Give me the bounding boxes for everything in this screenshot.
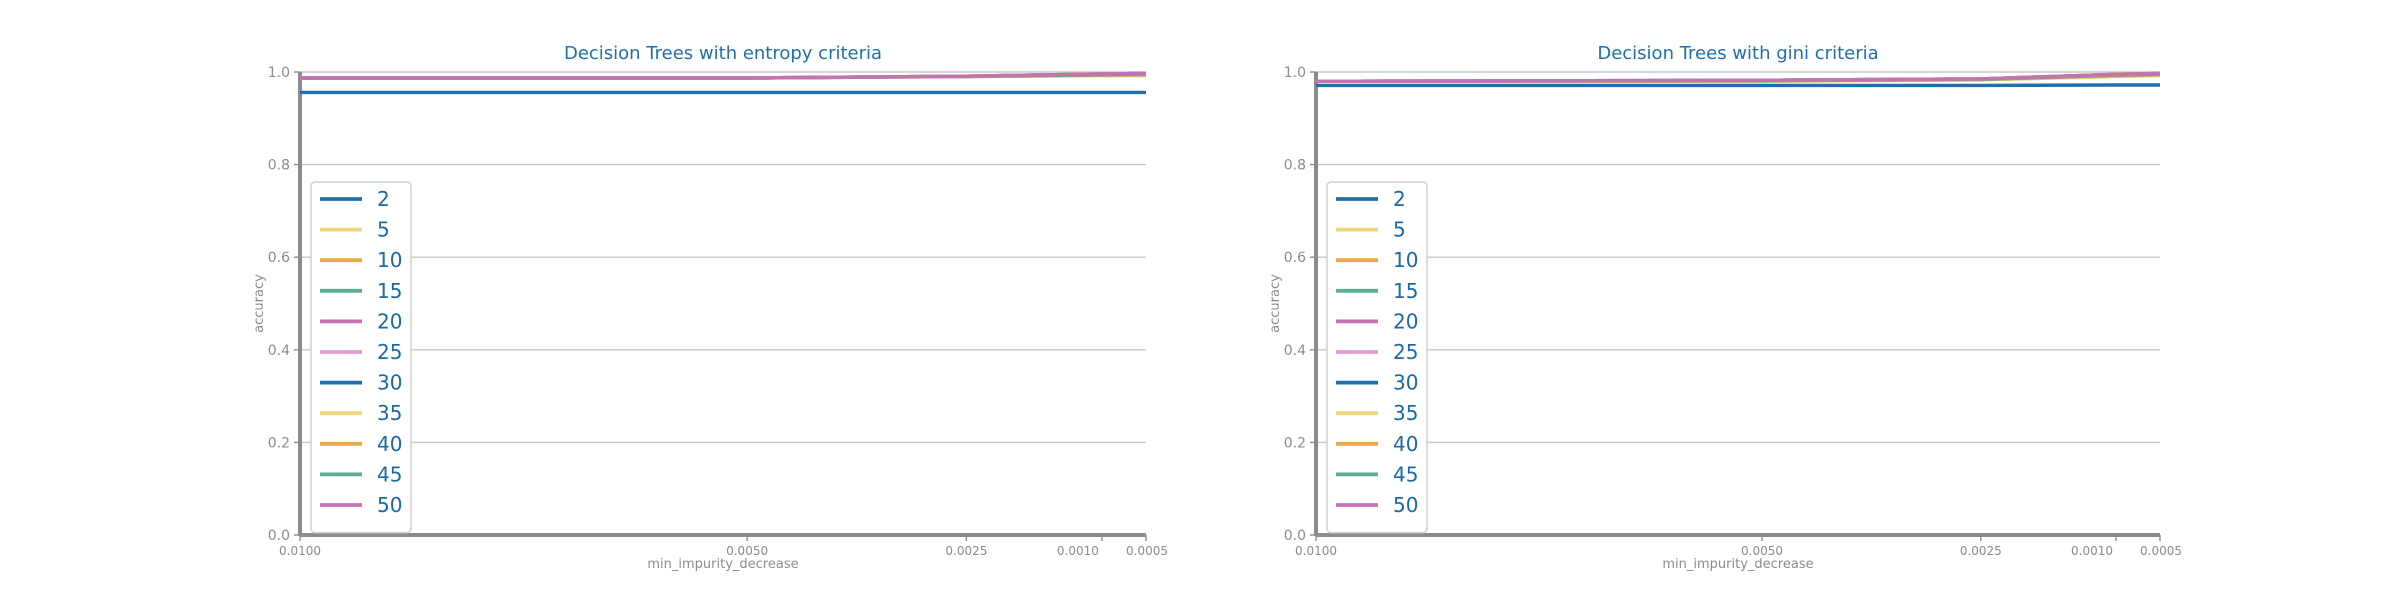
legend-label-10: 10 <box>1393 248 1418 272</box>
legend-label-5: 5 <box>377 218 390 242</box>
legend-label-40: 40 <box>1393 432 1418 456</box>
y-axis-label: accuracy <box>252 274 267 333</box>
legend-label-2: 2 <box>377 187 390 211</box>
series-line-50 <box>1315 71 2161 83</box>
legend-label-30: 30 <box>377 371 402 395</box>
y-tick-label: 0.8 <box>1284 158 1306 174</box>
x-tick-label: 0.0025 <box>945 544 987 558</box>
y-tick-label: 0.4 <box>1284 343 1306 359</box>
x-tick-label: 0.0010 <box>2071 544 2113 558</box>
x-tick-label: 0.0050 <box>1741 544 1783 558</box>
legend-label-10: 10 <box>377 248 402 272</box>
y-tick-label: 0.0 <box>1284 528 1306 544</box>
x-tick-label: 0.0100 <box>1295 544 1337 558</box>
legend-label-35: 35 <box>377 401 402 425</box>
legend-label-25: 25 <box>377 340 402 364</box>
legend-label-45: 45 <box>1393 462 1418 486</box>
y-tick-label: 1.0 <box>1284 65 1306 81</box>
chart-title: Decision Trees with entropy criteria <box>564 43 882 64</box>
legend-label-45: 45 <box>377 462 402 486</box>
y-tick-label: 0.2 <box>1284 435 1306 451</box>
legend-label-2: 2 <box>1393 187 1406 211</box>
x-tick-label: 0.0100 <box>279 544 321 558</box>
x-axis-label: min_impurity_decrease <box>647 557 798 572</box>
series-line-50 <box>300 71 1147 80</box>
chart-title: Decision Trees with gini criteria <box>1597 43 1878 64</box>
legend-label-20: 20 <box>377 309 402 333</box>
legend-label-50: 50 <box>1393 493 1418 517</box>
x-tick-label: 0.0005 <box>1126 544 1168 558</box>
y-tick-label: 0.4 <box>268 343 290 359</box>
legend-label-15: 15 <box>1393 279 1418 303</box>
legend-label-35: 35 <box>1393 401 1418 425</box>
y-tick-label: 0.8 <box>268 158 290 174</box>
chart-panel-2: 0.0 0.2 0.4 0.6 0.8 1.0 0.0100 0.0050 0.0025 0.00… <box>1268 43 2182 572</box>
legend-label-50: 50 <box>377 493 402 517</box>
y-tick-label: 0.6 <box>1284 250 1306 266</box>
legend-label-25: 25 <box>1393 340 1418 364</box>
legend-label-30: 30 <box>1393 371 1418 395</box>
x-tick-label: 0.0025 <box>1960 544 2002 558</box>
y-axis-label: accuracy <box>1268 274 1283 333</box>
legend-label-20: 20 <box>1393 309 1418 333</box>
legend-label-5: 5 <box>1393 218 1406 242</box>
y-tick-label: 1.0 <box>268 65 290 81</box>
x-tick-label: 0.0010 <box>1057 544 1099 558</box>
x-tick-label: 0.0005 <box>2140 544 2182 558</box>
legend-label-40: 40 <box>377 432 402 456</box>
y-tick-label: 0.6 <box>268 250 290 266</box>
legend-label-15: 15 <box>377 279 402 303</box>
y-tick-label: 0.0 <box>268 528 290 544</box>
y-tick-label: 0.2 <box>268 435 290 451</box>
x-axis-label: min_impurity_decrease <box>1662 557 1813 572</box>
x-tick-label: 0.0050 <box>726 544 768 558</box>
chart-panel-1: 0.0 0.2 0.4 0.6 0.8 1.0 0.0100 0.0050 0.0025 0.00… <box>252 43 1168 572</box>
